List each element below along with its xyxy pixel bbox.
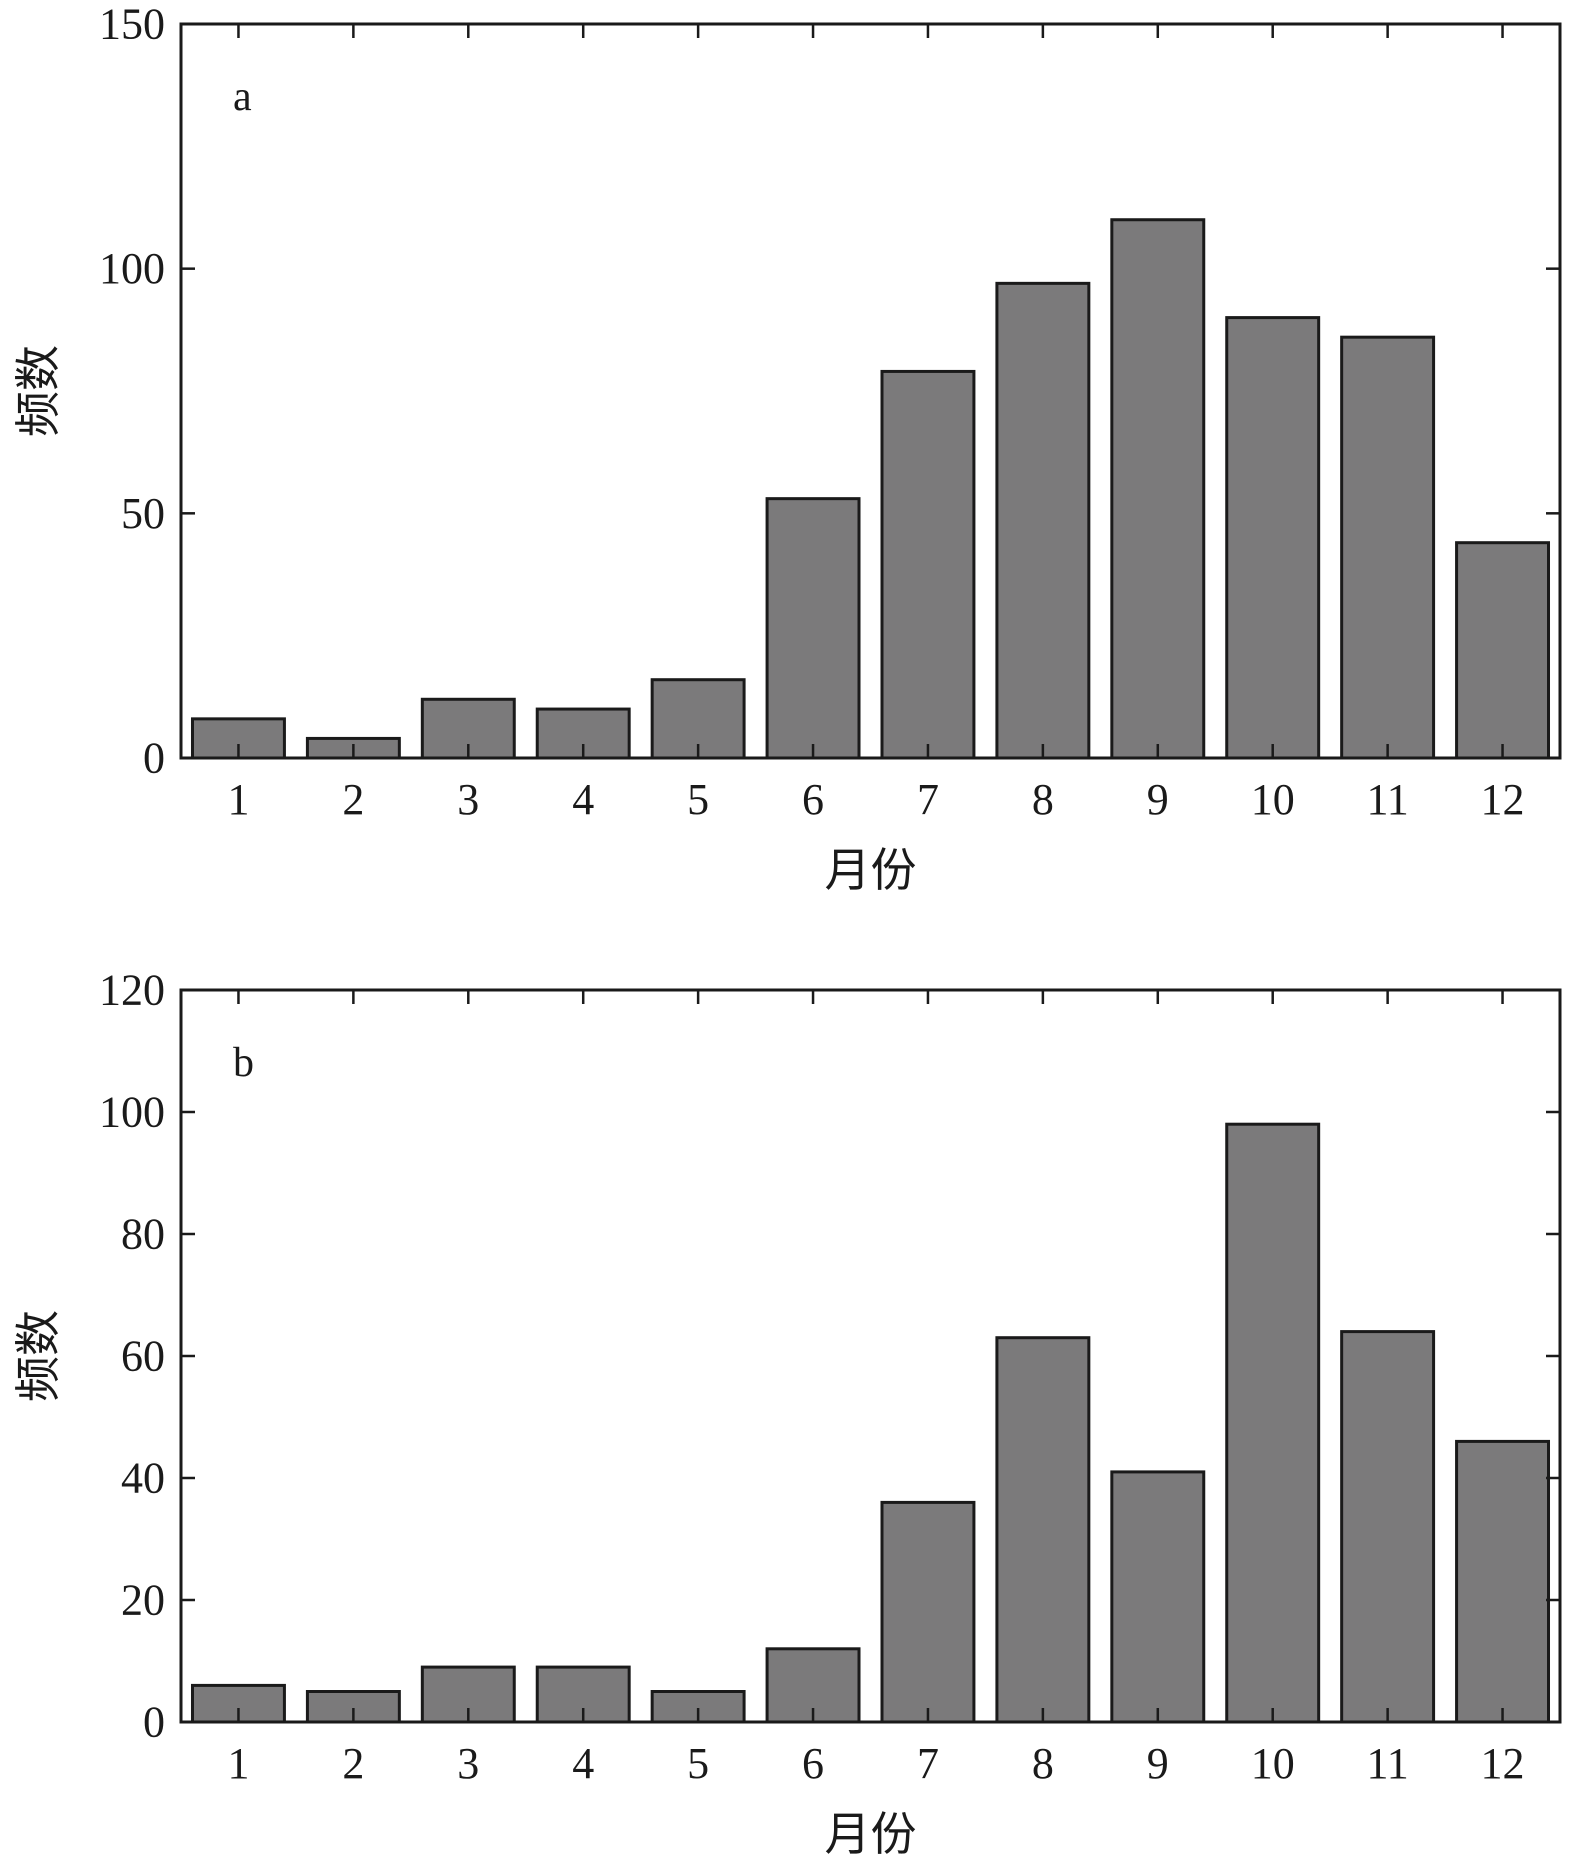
x-tick-label: 10 <box>1251 1739 1295 1788</box>
y-tick-label: 60 <box>121 1332 165 1381</box>
x-tick-label: 12 <box>1481 775 1525 824</box>
plot-frame <box>179 22 1562 760</box>
bar-a-10 <box>1225 316 1321 760</box>
x-tick-label: 7 <box>917 1739 939 1788</box>
bar-b-12 <box>1455 1439 1551 1724</box>
bar-a-6 <box>765 497 861 760</box>
y-tick-label: 100 <box>99 1088 165 1137</box>
bar-a-12 <box>1455 541 1551 760</box>
x-tick-label: 8 <box>1032 775 1054 824</box>
panel-label: b <box>233 1040 254 1086</box>
x-tick-label: 3 <box>457 775 479 824</box>
x-tick-label: 1 <box>227 775 249 824</box>
y-tick-label: 100 <box>99 244 165 293</box>
bar-b-11 <box>1340 1330 1436 1724</box>
y-tick-label: 80 <box>121 1210 165 1259</box>
x-tick-label: 1 <box>227 1739 249 1788</box>
y-axis-title: 频数 <box>13 345 64 437</box>
y-tick-label: 40 <box>121 1454 165 1503</box>
x-axis-title: 月份 <box>825 1809 917 1860</box>
bar-a-8 <box>995 281 1091 760</box>
x-tick-label: 6 <box>802 1739 824 1788</box>
x-tick-label: 4 <box>572 775 594 824</box>
y-axis-title: 频数 <box>13 1310 64 1402</box>
bar-b-10 <box>1225 1122 1321 1724</box>
bar-b-8 <box>995 1336 1091 1724</box>
bar-a-7 <box>880 369 976 760</box>
x-tick-label: 7 <box>917 775 939 824</box>
bar-a-9 <box>1110 218 1206 760</box>
x-tick-label: 11 <box>1366 775 1408 824</box>
x-tick-label: 2 <box>342 1739 364 1788</box>
x-tick-label: 6 <box>802 775 824 824</box>
x-tick-label: 10 <box>1251 775 1295 824</box>
x-tick-label: 5 <box>687 1739 709 1788</box>
x-tick-label: 12 <box>1481 1739 1525 1788</box>
x-tick-label: 4 <box>572 1739 594 1788</box>
y-tick-label: 150 <box>99 0 165 49</box>
bar-b-7 <box>880 1500 976 1724</box>
x-tick-label: 11 <box>1366 1739 1408 1788</box>
bar-a-11 <box>1340 335 1436 760</box>
y-tick-label: 0 <box>143 1698 165 1747</box>
x-tick-label: 9 <box>1147 1739 1169 1788</box>
y-tick-label: 20 <box>121 1576 165 1625</box>
y-tick-label: 120 <box>99 966 165 1015</box>
x-tick-label: 3 <box>457 1739 479 1788</box>
x-tick-label: 8 <box>1032 1739 1054 1788</box>
x-axis-title: 月份 <box>825 845 917 896</box>
x-tick-label: 5 <box>687 775 709 824</box>
panel-label: a <box>233 74 252 120</box>
x-tick-label: 2 <box>342 775 364 824</box>
y-tick-label: 0 <box>143 734 165 783</box>
bar-b-9 <box>1110 1470 1206 1724</box>
x-tick-label: 9 <box>1147 775 1169 824</box>
y-tick-label: 50 <box>121 489 165 538</box>
